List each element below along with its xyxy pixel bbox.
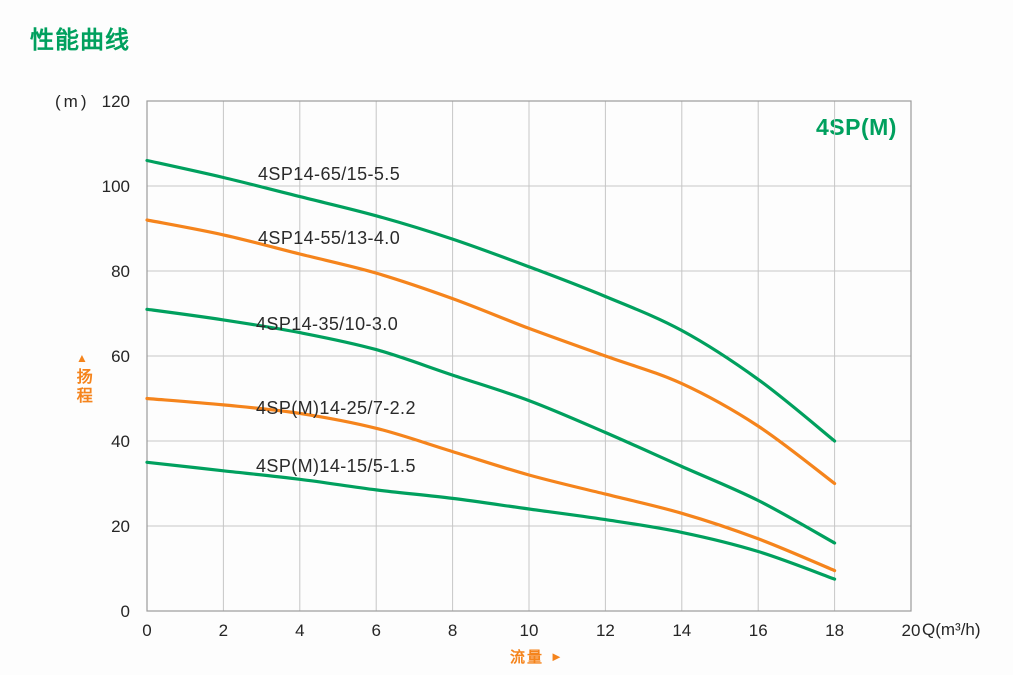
y-axis-unit: (m) — [55, 92, 90, 111]
x-axis-title-text: 流量 — [510, 649, 545, 666]
up-triangle-icon: ▲ — [76, 351, 88, 365]
x-tick-label: 8 — [448, 621, 457, 640]
x-axis-title: 流量 ► — [510, 646, 563, 667]
y-tick-label: 0 — [121, 602, 130, 621]
curve-label-4: 4SP(M)14-25/7-2.2 — [256, 398, 416, 418]
y-tick-label: 80 — [111, 262, 130, 281]
curve-label-2: 4SP14-55/13-4.0 — [258, 228, 401, 248]
curve-label-3: 4SP14-35/10-3.0 — [256, 314, 399, 334]
x-tick-label: 0 — [142, 621, 151, 640]
curve-1 — [145, 158, 837, 443]
plot-border — [146, 100, 912, 612]
right-triangle-icon: ► — [550, 649, 563, 664]
y-axis-title-text: 扬程 — [73, 368, 91, 406]
curve-5 — [145, 460, 837, 581]
y-tick-label: 60 — [111, 347, 130, 366]
x-tick-label: 20 — [902, 621, 921, 640]
y-axis-title: ▲ 扬程 — [68, 352, 96, 406]
curve-4 — [145, 396, 837, 573]
y-tick-label: 20 — [111, 517, 130, 536]
y-tick-label: 120 — [102, 92, 130, 111]
y-tick-label: 100 — [102, 177, 130, 196]
x-tick-label: 16 — [749, 621, 768, 640]
curve-label-1: 4SP14-65/15-5.5 — [258, 164, 401, 184]
x-tick-label: 4 — [295, 621, 304, 640]
x-tick-label: 10 — [520, 621, 539, 640]
x-tick-label: 14 — [672, 621, 691, 640]
x-axis-unit: Q(m³/h) — [922, 620, 981, 639]
x-tick-label: 2 — [219, 621, 228, 640]
y-tick-label: 40 — [111, 432, 130, 451]
curve-2 — [145, 218, 837, 486]
pump-family-label: 4SP(M) — [816, 114, 897, 140]
x-tick-label: 6 — [371, 621, 380, 640]
x-tick-label: 12 — [596, 621, 615, 640]
curve-label-5: 4SP(M)14-15/5-1.5 — [256, 456, 416, 476]
x-tick-label: 18 — [825, 621, 844, 640]
page-title: 性能曲线 — [30, 27, 130, 54]
curve-3 — [145, 307, 837, 545]
